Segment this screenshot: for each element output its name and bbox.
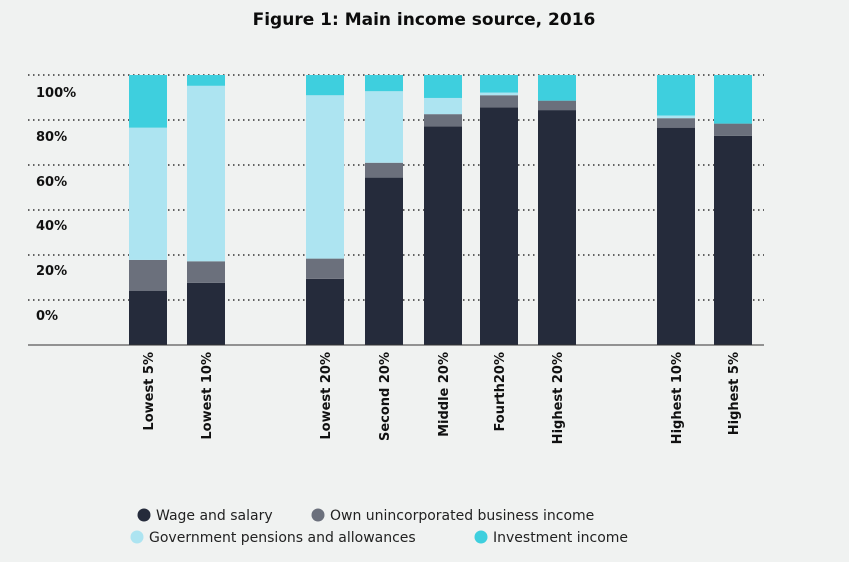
- bar-segment: [129, 291, 167, 345]
- bar-stack: [306, 75, 344, 345]
- legend-swatch: [130, 530, 144, 544]
- bar-segment: [714, 135, 752, 345]
- bar-segment: [657, 115, 695, 119]
- x-tick-label: Highest 5%: [727, 352, 742, 435]
- bar-segment: [424, 126, 462, 345]
- bar-stack: [187, 75, 225, 345]
- legend-item: Wage and salary: [137, 508, 273, 524]
- y-axis-tick-labels: 0% 20% 40% 60% 80% 100%: [36, 86, 76, 324]
- legend: Wage and salary Own unincorporated busine…: [130, 508, 628, 546]
- bar-segment: [365, 162, 403, 178]
- y-tick-label: 80%: [36, 130, 67, 145]
- bar-segment: [365, 75, 403, 92]
- bars: [129, 75, 752, 346]
- legend-label: Investment income: [493, 530, 628, 546]
- chart-title: Figure 1: Main income source, 2016: [253, 10, 596, 30]
- bar-segment: [424, 75, 462, 98]
- bar-segment: [538, 75, 576, 101]
- x-tick-label: Highest 20%: [551, 352, 566, 444]
- bar-segment: [424, 114, 462, 127]
- bar-segment: [187, 75, 225, 86]
- legend-item: Government pensions and allowances: [130, 530, 416, 546]
- bar-segment: [306, 258, 344, 279]
- bar-segment: [187, 261, 225, 283]
- bar-segment: [187, 85, 225, 262]
- x-tick-label: Lowest 10%: [200, 352, 215, 440]
- y-tick-label: 0%: [36, 309, 58, 324]
- bar-segment: [657, 118, 695, 128]
- y-tick-label: 100%: [36, 86, 76, 101]
- bar-segment: [714, 75, 752, 124]
- legend-swatch: [137, 508, 151, 522]
- y-tick-label: 60%: [36, 175, 67, 190]
- bar-segment: [714, 123, 752, 136]
- bar-segment: [129, 259, 167, 291]
- y-tick-label: 40%: [36, 219, 67, 234]
- x-tick-label: Second 20%: [378, 352, 393, 441]
- bar-segment: [306, 75, 344, 96]
- bar-segment: [129, 127, 167, 260]
- x-tick-label: Fourth20%: [493, 352, 508, 432]
- bar-segment: [365, 91, 403, 163]
- bar-stack: [480, 75, 518, 346]
- bar-stack: [538, 75, 576, 345]
- bar-segment: [538, 110, 576, 345]
- bar-segment: [129, 75, 167, 128]
- bar-segment: [657, 75, 695, 116]
- bar-stack: [129, 75, 167, 345]
- bar-segment: [480, 75, 518, 93]
- bar-stack: [365, 75, 403, 345]
- x-tick-label: Lowest 5%: [142, 352, 157, 431]
- bar-segment: [538, 100, 576, 111]
- x-tick-label: Highest 10%: [670, 352, 685, 444]
- legend-label: Own unincorporated business income: [330, 508, 594, 524]
- bar-segment: [480, 95, 518, 108]
- legend-swatch: [474, 530, 488, 544]
- bar-segment: [306, 278, 344, 345]
- bar-segment: [657, 127, 695, 346]
- bar-segment: [187, 282, 225, 345]
- bar-stack: [657, 75, 695, 346]
- bar-stack: [714, 75, 752, 345]
- bar-segment: [424, 97, 462, 115]
- bar-segment: [480, 107, 518, 346]
- legend-item: Investment income: [474, 530, 628, 546]
- legend-label: Wage and salary: [156, 508, 273, 524]
- bar-segment: [480, 92, 518, 96]
- x-axis-tick-labels: Lowest 5% Lowest 10% Lowest 20% Second 20% M…: [142, 352, 742, 444]
- x-tick-label: Lowest 20%: [319, 352, 334, 440]
- bar-stack: [424, 75, 462, 345]
- legend-label: Government pensions and allowances: [149, 530, 416, 546]
- legend-item: Own unincorporated business income: [311, 508, 594, 524]
- bar-segment: [306, 95, 344, 259]
- bar-segment: [365, 177, 403, 345]
- legend-swatch: [311, 508, 325, 522]
- y-tick-label: 20%: [36, 264, 67, 279]
- x-tick-label: Middle 20%: [437, 352, 452, 437]
